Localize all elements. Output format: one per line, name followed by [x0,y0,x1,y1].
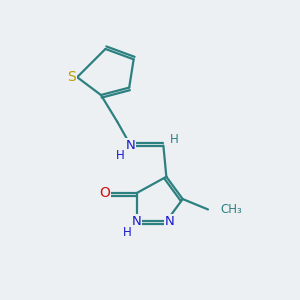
Text: CH₃: CH₃ [220,203,242,216]
Text: O: O [99,186,110,200]
Text: H: H [123,226,132,239]
Text: S: S [68,70,76,84]
Text: H: H [116,149,125,162]
Text: N: N [126,139,136,152]
Text: N: N [165,215,175,228]
Text: N: N [132,215,142,228]
Text: H: H [169,133,178,146]
